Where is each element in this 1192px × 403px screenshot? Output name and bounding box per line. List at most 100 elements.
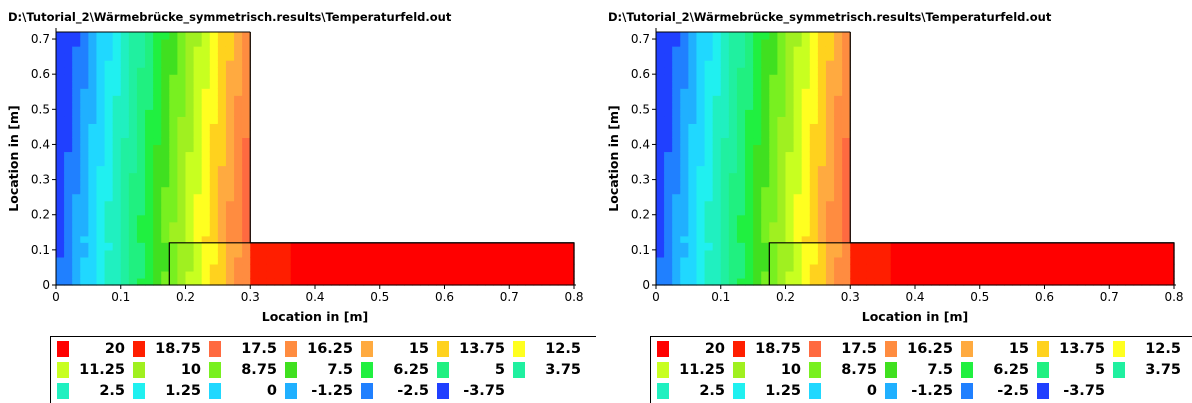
heatmap-cell [769, 116, 779, 124]
y-tick-label: 0.3 [31, 173, 50, 187]
heatmap-cell [64, 158, 73, 167]
heatmap-cell [145, 214, 154, 223]
heatmap-cell [704, 137, 714, 146]
heatmap-cell [339, 256, 348, 265]
heatmap-cell [282, 242, 292, 251]
heatmap-cell [387, 249, 397, 258]
heatmap-cell [736, 228, 746, 237]
x-axis-label: Location in [m] [862, 309, 968, 324]
heatmap-cell [234, 228, 243, 237]
heatmap-cell [161, 193, 170, 202]
heatmap-cell [1052, 277, 1062, 286]
heatmap-cell [193, 46, 203, 54]
heatmap-cell [753, 53, 762, 61]
heatmap-cell [680, 158, 689, 167]
heatmap-cell [664, 74, 673, 82]
heatmap-cell [761, 39, 770, 47]
heatmap-cell [80, 53, 89, 61]
heatmap-cell [834, 137, 843, 146]
heatmap-cell [995, 277, 1005, 286]
heatmap-cell [234, 32, 243, 40]
heatmap-cell [72, 207, 81, 216]
heatmap-cell [704, 60, 714, 68]
heatmap-cell [306, 249, 316, 258]
heatmap-cell [825, 228, 835, 237]
heatmap-cell [1044, 256, 1054, 265]
heatmap-cell [704, 235, 714, 244]
heatmap-cell [842, 32, 851, 40]
heatmap-cell [136, 130, 146, 139]
heatmap-cell [242, 116, 251, 124]
heatmap-cell [704, 256, 714, 265]
heatmap-cell [484, 277, 494, 286]
heatmap-cell [120, 53, 130, 61]
legend-item: 15 [355, 339, 431, 359]
heatmap-cell [720, 144, 730, 153]
heatmap-cell [169, 46, 179, 54]
heatmap-cell [712, 207, 722, 216]
heatmap-cell [664, 144, 673, 153]
heatmap-cell [866, 256, 876, 265]
heatmap-cell [193, 95, 203, 103]
heatmap-cell [234, 158, 243, 167]
heatmap-cell [809, 263, 819, 272]
heatmap-cell [56, 102, 65, 110]
heatmap-cell [128, 186, 138, 195]
heatmap-cell [153, 249, 162, 258]
heatmap-cell [696, 95, 706, 103]
heatmap-cell [720, 193, 730, 202]
heatmap-cell [753, 228, 762, 237]
heatmap-cell [720, 256, 730, 265]
heatmap-cell [56, 60, 65, 68]
heatmap-cell [842, 242, 851, 251]
heatmap-cell [664, 109, 673, 117]
heatmap-cell [809, 130, 819, 139]
heatmap-cell [769, 186, 779, 195]
heatmap-cell [680, 186, 689, 195]
heatmap-cell [242, 46, 251, 54]
heatmap-cell [704, 200, 714, 209]
heatmap-cell [1068, 277, 1078, 286]
legend-item: 10 [127, 360, 203, 380]
heatmap-cell [947, 256, 957, 265]
heatmap-cell [801, 137, 811, 146]
heatmap-cell [809, 46, 819, 54]
heatmap-cell [761, 277, 770, 286]
heatmap-cell [785, 165, 795, 174]
heatmap-cell [1084, 249, 1094, 258]
heatmap-cell [258, 270, 268, 279]
heatmap-cell [680, 151, 689, 160]
heatmap-cell [1028, 263, 1038, 272]
heatmap-cell [234, 60, 243, 68]
heatmap-cell [834, 207, 843, 216]
heatmap-cell [96, 221, 106, 230]
heatmap-cell [493, 263, 502, 272]
heatmap-cell [745, 137, 754, 146]
heatmap-cell [785, 263, 795, 272]
heatmap-cell [664, 39, 673, 47]
heatmap-cell [801, 263, 811, 272]
heatmap-cell [225, 95, 235, 103]
heatmap-cell [136, 193, 146, 202]
heatmap-cell [664, 193, 673, 202]
heatmap-cell [363, 263, 373, 272]
heatmap-cell [720, 67, 730, 75]
heatmap-cell [56, 53, 65, 61]
heatmap-cell [753, 221, 762, 230]
heatmap-cell [145, 221, 154, 230]
heatmap-cell [72, 228, 81, 237]
heatmap-cell [493, 277, 502, 286]
heatmap-cell [769, 95, 779, 103]
heatmap-cell [971, 242, 981, 251]
heatmap-cell [193, 277, 203, 286]
legend-item: -2.5 [355, 381, 431, 401]
x-tick-label: 0.2 [176, 290, 195, 304]
heatmap-cell [736, 102, 746, 110]
heatmap-cell [680, 270, 689, 279]
heatmap-cell [96, 151, 106, 160]
legend-label: 7.5 [927, 362, 953, 378]
heatmap-cell [404, 256, 413, 265]
heatmap-cell [64, 207, 73, 216]
heatmap-cell [777, 186, 787, 195]
heatmap-cell [777, 137, 787, 146]
